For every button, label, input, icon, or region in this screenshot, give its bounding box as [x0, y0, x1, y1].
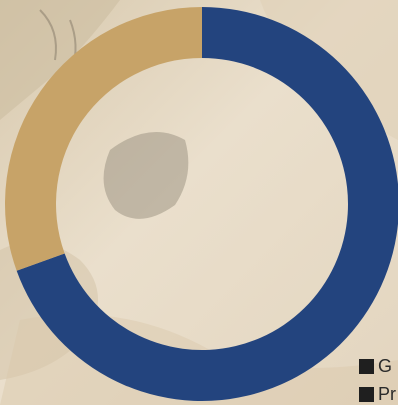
- chart-legend: G Pr: [359, 352, 396, 405]
- legend-swatch-pr: [359, 386, 374, 402]
- legend-item-pr: Pr: [359, 380, 396, 405]
- donut-slice-pr: [4, 7, 202, 271]
- legend-item-g: G: [359, 352, 396, 380]
- legend-swatch-g: [359, 358, 374, 374]
- legend-label-g: G: [378, 356, 393, 376]
- legend-label-pr: Pr: [378, 384, 396, 404]
